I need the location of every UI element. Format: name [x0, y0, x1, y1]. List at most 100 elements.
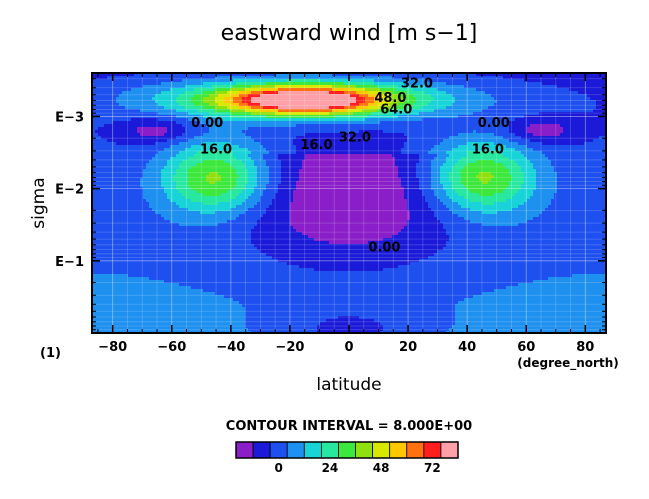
contour-cell — [140, 148, 144, 152]
contour-cell — [326, 127, 330, 131]
contour-cell — [344, 130, 348, 134]
contour-cell — [449, 76, 453, 80]
contour-cell — [173, 79, 177, 83]
contour-cell — [584, 127, 588, 131]
contour-cell — [485, 151, 489, 155]
contour-cell — [128, 106, 132, 110]
contour-cell — [290, 109, 294, 113]
contour-cell — [488, 97, 492, 101]
contour-cell — [257, 73, 261, 77]
contour-cell — [299, 76, 303, 80]
contour-cell — [599, 127, 603, 131]
contour-cell — [389, 94, 393, 98]
contour-cell — [272, 109, 276, 113]
contour-cell — [347, 82, 351, 86]
contour-cell — [188, 133, 192, 137]
contour-cell — [446, 151, 450, 155]
contour-cell — [305, 103, 309, 107]
contour-cell — [503, 88, 507, 92]
contour-cell — [440, 91, 444, 95]
contour-cell — [464, 139, 468, 143]
contour-cell — [287, 142, 291, 146]
contour-cell — [302, 85, 306, 89]
contour-cell — [290, 142, 294, 146]
contour-cell — [317, 151, 321, 155]
contour-cell — [446, 109, 450, 113]
contour-cell — [371, 136, 375, 140]
contour-cell — [521, 82, 525, 86]
contour-cell — [458, 97, 462, 101]
contour-cell — [335, 76, 339, 80]
contour-cell — [413, 76, 417, 80]
contour-cell — [524, 106, 528, 110]
contour-cell — [227, 142, 231, 146]
contour-cell — [365, 115, 369, 119]
contour-cell — [506, 130, 510, 134]
contour-cell — [287, 121, 291, 125]
contour-cell — [347, 121, 351, 125]
contour-cell — [194, 139, 198, 143]
contour-cell — [179, 130, 183, 134]
contour-cell — [326, 133, 330, 137]
contour-cell — [392, 133, 396, 137]
contour-cell — [233, 115, 237, 119]
contour-cell — [380, 109, 384, 113]
contour-cell — [269, 127, 273, 131]
contour-cell — [482, 154, 486, 158]
contour-cell — [494, 145, 498, 149]
contour-cell — [545, 109, 549, 113]
contour-cell — [113, 91, 117, 95]
contour-cell — [437, 118, 441, 122]
contour-cell — [230, 133, 234, 137]
contour-cell — [422, 97, 426, 101]
contour-cell — [347, 127, 351, 131]
contour-cell — [350, 112, 354, 116]
contour-cell — [116, 136, 120, 140]
contour-cell — [149, 124, 153, 128]
contour-cell — [350, 106, 354, 110]
contour-cell — [200, 124, 204, 128]
contour-cell — [101, 100, 105, 104]
contour-cell — [344, 88, 348, 92]
contour-cell — [107, 100, 111, 104]
contour-cell — [446, 154, 450, 158]
contour-cell — [440, 124, 444, 128]
contour-cell — [479, 94, 483, 98]
contour-cell — [224, 124, 228, 128]
contour-cell — [275, 79, 279, 83]
contour-cell — [239, 97, 243, 101]
contour-cell — [341, 154, 345, 158]
contour-cell — [206, 130, 210, 134]
contour-cell — [584, 130, 588, 134]
contour-cell — [572, 142, 576, 146]
contour-cell — [116, 112, 120, 116]
contour-cell — [104, 160, 108, 164]
contour-cell — [521, 121, 525, 125]
contour-cell — [338, 109, 342, 113]
contour-cell — [602, 133, 606, 137]
contour-cell — [173, 118, 177, 122]
contour-cell — [365, 118, 369, 122]
contour-cell — [329, 112, 333, 116]
contour-cell — [167, 142, 171, 146]
contour-cell — [113, 127, 117, 131]
contour-cell — [380, 76, 384, 80]
contour-cell — [560, 79, 564, 83]
contour-cell — [362, 103, 366, 107]
contour-cell — [452, 97, 456, 101]
contour-cell — [380, 139, 384, 143]
contour-cell — [491, 73, 495, 77]
contour-cell — [524, 139, 528, 143]
contour-cell — [269, 94, 273, 98]
contour-cell — [239, 124, 243, 128]
contour-cell — [374, 133, 378, 137]
contour-cell — [293, 121, 297, 125]
contour-cell — [275, 145, 279, 149]
contour-cell — [140, 157, 144, 161]
contour-cell — [377, 118, 381, 122]
contour-cell — [311, 115, 315, 119]
contour-cell — [443, 130, 447, 134]
contour-cell — [425, 91, 429, 95]
contour-cell — [110, 82, 114, 86]
contour-cell — [587, 124, 591, 128]
